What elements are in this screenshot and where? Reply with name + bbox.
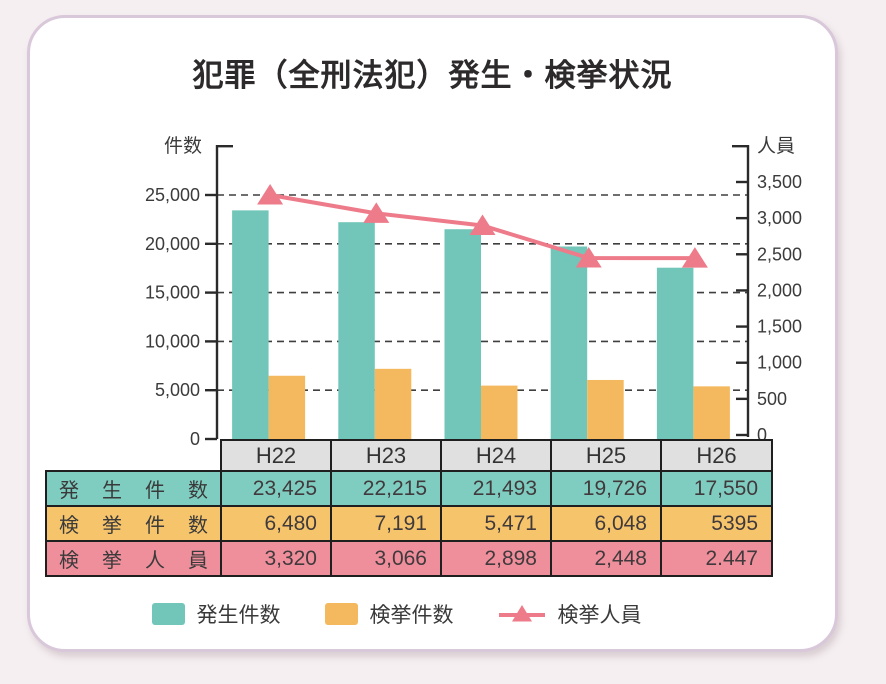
column-header-H25: H25 — [550, 439, 662, 472]
legend-label-cleared-persons: 検挙人員 — [557, 604, 642, 627]
legend-item-cleared-persons: 検挙人員 — [498, 599, 642, 629]
legend-item-occurred-cases: 発生件数 — [151, 599, 281, 629]
legend-item-cleared-cases: 検挙件数 — [324, 599, 454, 629]
column-header-H26: H26 — [660, 439, 773, 472]
cell-occurred-cases-H22: 23,425 — [220, 470, 332, 507]
table-row-cleared-persons: 検挙人員 3,320 3,066 2,898 2,448 2.447 — [45, 540, 773, 577]
cleared-persons-legend-triangle — [511, 605, 532, 622]
table-row-cleared-cases: 検挙件数 6,480 7,191 5,471 6,048 5395 — [45, 505, 773, 542]
column-header-H23: H23 — [330, 439, 442, 472]
legend-label-cleared-cases: 検挙件数 — [369, 604, 454, 627]
table-row-occurred-cases: 発生件数 23,425 22,215 21,493 19,726 17,550 — [45, 470, 773, 507]
cleared-cases-swatch-icon — [324, 603, 358, 625]
cell-cleared-cases-H24: 5,471 — [440, 505, 552, 542]
cell-occurred-cases-H26: 17,550 — [660, 470, 773, 507]
cleared-persons-line-marker-icon — [498, 605, 545, 622]
data-table: H22 H23 H24 H25 H26 発生件数 23,425 22,215 21,493 19,… — [45, 439, 773, 577]
table-corner-cell — [46, 440, 221, 471]
cell-cleared-cases-H26: 5395 — [660, 505, 773, 542]
cell-cleared-persons-H25: 2,448 — [550, 540, 662, 577]
column-header-H22: H22 — [220, 439, 332, 472]
cell-cleared-cases-H22: 6,480 — [220, 505, 332, 542]
table-header-row: H22 H23 H24 H25 H26 — [46, 439, 773, 472]
cell-occurred-cases-H23: 22,215 — [330, 470, 442, 507]
column-header-H24: H24 — [440, 439, 552, 472]
chart-legend: 発生件数 検挙件数 検挙人員 — [45, 598, 748, 630]
cell-cleared-persons-H23: 3,066 — [330, 540, 442, 577]
row-label-cleared-cases: 検挙件数 — [45, 505, 222, 542]
cell-cleared-persons-H26: 2.447 — [660, 540, 773, 577]
legend-label-occurred-cases: 発生件数 — [196, 604, 281, 627]
cell-occurred-cases-H24: 21,493 — [440, 470, 552, 507]
chart-title: 犯罪（全刑法犯）発生・検挙状況 — [192, 58, 673, 93]
cell-cleared-persons-H22: 3,320 — [220, 540, 332, 577]
cell-cleared-cases-H25: 6,048 — [550, 505, 662, 542]
cell-cleared-persons-H24: 2,898 — [440, 540, 552, 577]
row-label-occurred-cases: 発生件数 — [45, 470, 222, 507]
cell-occurred-cases-H25: 19,726 — [550, 470, 662, 507]
occurred-cases-swatch-icon — [151, 603, 185, 625]
cell-cleared-cases-H23: 7,191 — [330, 505, 442, 542]
row-label-cleared-persons: 検挙人員 — [45, 540, 222, 577]
